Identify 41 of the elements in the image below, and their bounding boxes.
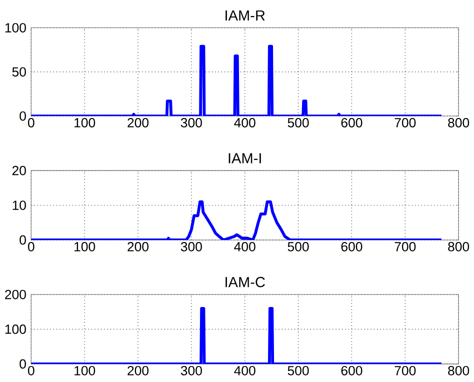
y-tick-label: 100 [5,324,26,334]
y-tick-label: 200 [5,290,26,300]
x-tick-label: 500 [288,242,309,252]
x-tick-label: 700 [394,118,416,128]
x-tick-label: 800 [448,118,470,128]
x-tick-label: 700 [394,366,416,376]
y-tick-label: 10 [12,200,26,210]
x-tick-label: 200 [128,242,149,252]
x-tick-label: 800 [448,242,470,252]
x-tick-label: 600 [341,366,362,376]
x-tick-label: 700 [394,242,416,252]
x-tick-label: 100 [74,366,96,376]
y-tick-label: 0 [20,235,26,245]
y-tick-label: 20 [12,166,26,176]
x-tick-label: 400 [234,242,256,252]
x-tick-label: 200 [128,366,149,376]
x-tick-label: 0 [28,366,34,376]
x-tick-label: 100 [74,242,96,252]
x-tick-label: 200 [128,118,149,128]
y-tick-label: 100 [5,23,26,33]
x-tick-label: 800 [448,366,470,376]
line-series [31,44,443,116]
x-tick-label: 400 [234,118,256,128]
chart-title: IAM-R [226,10,265,21]
x-tick-label: 100 [74,118,96,128]
x-tick-label: 0 [28,242,34,252]
x-tick-label: 300 [180,366,202,376]
x-tick-label: 500 [288,118,309,128]
x-tick-label: 600 [341,118,362,128]
y-tick-label: 0 [20,359,26,369]
x-tick-label: 300 [180,118,202,128]
y-tick-label: 50 [12,67,26,77]
x-tick-label: 0 [28,118,34,128]
line-series [31,200,443,240]
chart-title: IAM-I [228,153,261,164]
x-tick-label: 300 [180,242,202,252]
x-tick-label: 600 [341,242,362,252]
x-tick-label: 400 [234,366,256,376]
chart-title: IAM-C [226,277,265,288]
x-tick-label: 500 [288,366,309,376]
y-tick-label: 0 [20,111,26,121]
